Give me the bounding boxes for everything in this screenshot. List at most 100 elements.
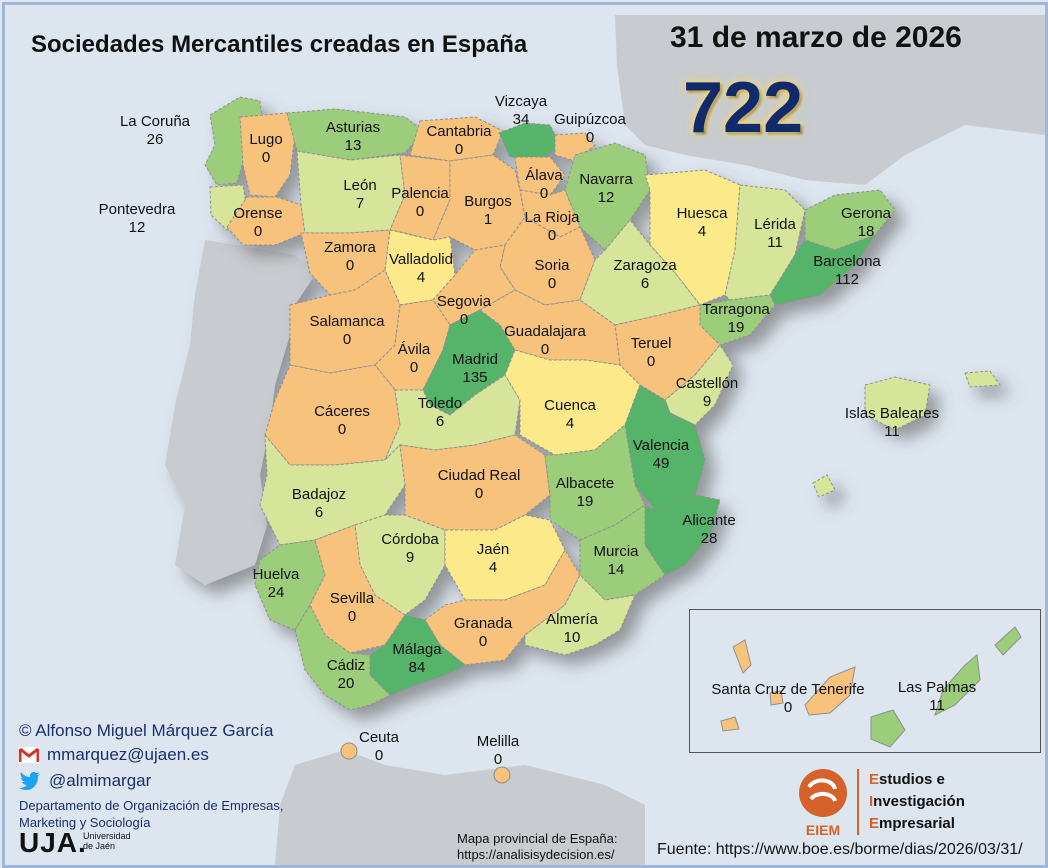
province-label: Ciudad Real 0 xyxy=(438,467,521,503)
province-name: Palencia xyxy=(391,185,449,202)
province-value: 10 xyxy=(563,629,581,646)
province-name: Orense xyxy=(233,205,283,222)
province-value: 0 xyxy=(253,223,263,240)
uja-subtitle: Universidad de Jaén xyxy=(83,831,131,851)
region-huesca xyxy=(644,169,741,306)
region-melilla xyxy=(493,766,511,784)
province-name: Almería xyxy=(546,611,598,628)
province-label: Gerona 18 xyxy=(841,205,891,241)
province-value: 0 xyxy=(646,353,656,370)
province-label: Córdoba 9 xyxy=(381,531,439,567)
eiem-rest-1: studios e xyxy=(879,771,945,788)
province-value: 0 xyxy=(547,275,557,292)
portugal-land xyxy=(165,240,315,585)
region-cadiz xyxy=(294,603,391,711)
province-value: 0 xyxy=(783,699,793,716)
region-ibiza xyxy=(812,474,836,498)
province-label: Zaragoza 6 xyxy=(613,257,676,293)
province-name: Valencia xyxy=(632,437,690,454)
region-malaga xyxy=(369,614,466,696)
province-name: Murcia xyxy=(593,543,639,560)
eiem-logo: EIEM xyxy=(795,767,851,844)
province-name: Melilla xyxy=(476,733,520,750)
province-name: Soria xyxy=(534,257,570,274)
province-name: Ciudad Real xyxy=(437,467,521,484)
province-name: Guadalajara xyxy=(504,323,586,340)
province-name: Cádiz xyxy=(326,657,366,674)
province-name: Pontevedra xyxy=(98,201,176,218)
eiem-cap-3: E xyxy=(869,815,880,832)
region-soria xyxy=(499,216,596,306)
province-value: 19 xyxy=(576,493,594,510)
province-label: Palencia 0 xyxy=(391,185,449,221)
province-name: Sevilla xyxy=(329,590,375,607)
province-label: Sevilla 0 xyxy=(330,590,374,626)
province-name: Ceuta xyxy=(358,729,400,746)
province-label: Orense 0 xyxy=(233,205,282,241)
province-name: Tarragona xyxy=(702,301,770,318)
province-name: Zamora xyxy=(324,239,376,256)
province-name: Cantabria xyxy=(426,123,492,140)
province-name: La Coruña xyxy=(119,113,191,130)
province-value: 26 xyxy=(146,131,164,148)
region-madrid xyxy=(422,309,516,416)
province-label: Valladolid 4 xyxy=(389,251,453,287)
province-label: Santa Cruz de Tenerife 0 xyxy=(711,681,864,717)
province-name: Burgos xyxy=(464,193,512,210)
province-name: Badajoz xyxy=(291,486,347,503)
province-name: Lugo xyxy=(249,131,283,148)
province-name: Cáceres xyxy=(314,403,370,420)
island-fuerteventura xyxy=(934,654,981,716)
province-value: 9 xyxy=(405,549,415,566)
eiem-logo-icon: EIEM xyxy=(799,769,847,838)
province-name: Asturias xyxy=(325,119,381,136)
province-label: Alicante 28 xyxy=(682,512,735,548)
province-label: Huelva 24 xyxy=(253,566,300,602)
eiem-cap-2: I xyxy=(869,793,874,810)
province-label: Murcia 14 xyxy=(593,543,638,579)
twitter-row[interactable]: @almimargar xyxy=(19,771,151,791)
province-label: Málaga 84 xyxy=(392,641,441,677)
map-note-line1: Mapa provincial de España: xyxy=(457,831,618,846)
province-label: Castellón 9 xyxy=(676,375,739,411)
data-source[interactable]: Fuente: https://www.boe.es/borme/dias/20… xyxy=(657,841,1023,858)
department-text: Departamento de Organización de Empresas… xyxy=(19,798,284,830)
province-label: Cádiz 20 xyxy=(327,657,365,693)
province-label: Navarra 12 xyxy=(579,171,632,207)
province-value: 9 xyxy=(702,393,712,410)
email-row[interactable]: mmarquez@ujaen.es xyxy=(19,745,209,765)
uja-logo: UJA. xyxy=(19,827,87,858)
province-value: 0 xyxy=(478,633,488,650)
province-label: Salamanca 0 xyxy=(309,313,384,349)
province-label: Albacete 19 xyxy=(556,475,614,511)
province-value: 14 xyxy=(607,561,625,578)
province-value: 0 xyxy=(374,747,384,764)
region-sevilla xyxy=(309,524,406,654)
island-el-hierro xyxy=(720,716,740,732)
canary-islands xyxy=(720,626,1022,748)
island-la-gomera xyxy=(769,690,784,706)
province-value: 4 xyxy=(565,415,575,432)
province-label: Zamora 0 xyxy=(324,239,376,275)
spain-province-map xyxy=(165,15,1045,865)
map-note-line2[interactable]: https://analisisydecision.es/ xyxy=(457,847,615,862)
province-value: 0 xyxy=(474,485,484,502)
province-name: Ávila xyxy=(397,341,431,358)
province-name: Toledo xyxy=(417,395,463,412)
province-label: Teruel 0 xyxy=(631,335,672,371)
province-name: Islas Baleares xyxy=(844,405,940,422)
province-label: Lugo 0 xyxy=(249,131,282,167)
province-name: Albacete xyxy=(555,475,615,492)
province-value: 0 xyxy=(261,149,271,166)
province-value: 34 xyxy=(512,111,530,128)
eiem-logo-text: EIEM xyxy=(806,822,840,838)
province-label: Cáceres 0 xyxy=(314,403,370,439)
province-name: Segovia xyxy=(436,293,492,310)
province-name: Lérida xyxy=(754,216,796,233)
province-value: 0 xyxy=(345,257,355,274)
island-lanzarote xyxy=(994,626,1022,656)
france-land xyxy=(615,15,1045,185)
canary-islands-inset xyxy=(689,609,1041,753)
province-name: Navarra xyxy=(579,171,633,188)
province-value: 0 xyxy=(415,203,425,220)
